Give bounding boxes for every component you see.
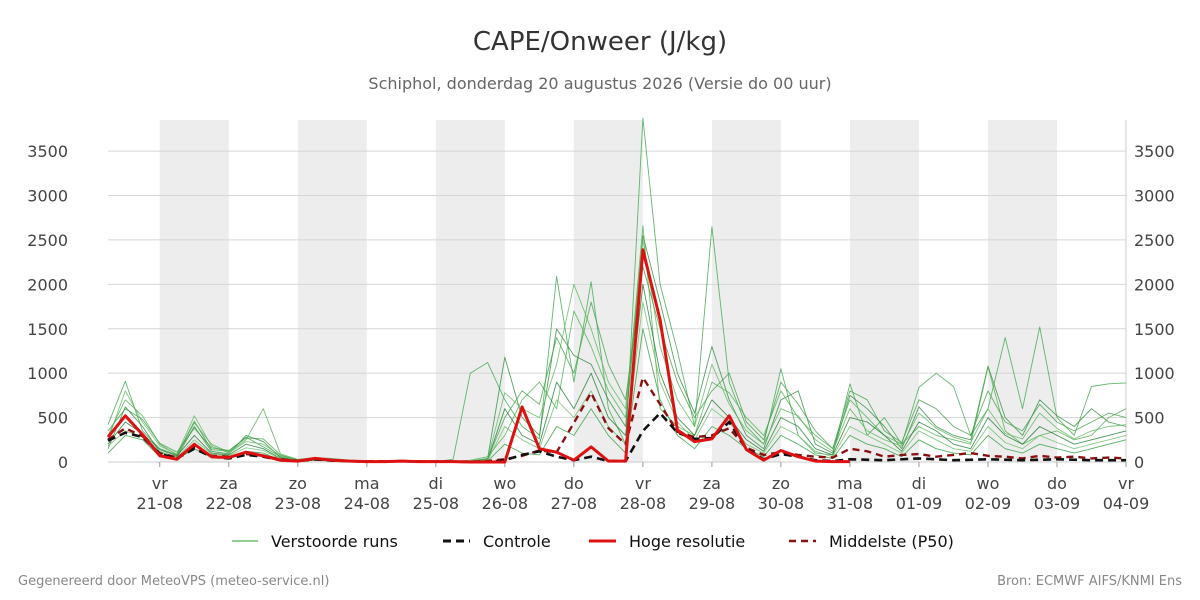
y-tick-label-right: 1000: [1134, 364, 1175, 383]
ensemble-member-line: [107, 235, 1127, 463]
x-tick-date: 26-08: [482, 494, 529, 513]
x-tick-day: vr: [635, 474, 651, 493]
y-tick-label-right: 3000: [1134, 187, 1175, 206]
high-resolution-line: [106, 248, 850, 464]
shaded-day-band: [711, 120, 781, 462]
x-tick-day: za: [220, 474, 238, 493]
x-tick-day: zo: [772, 474, 790, 493]
x-tick-day: di: [912, 474, 927, 493]
footer-generator: Gegenereerd door MeteoVPS (meteo-service…: [18, 574, 329, 589]
x-tick-date: 04-09: [1103, 494, 1150, 513]
ensemble-member-line: [107, 239, 1127, 463]
legend-item-hoge-resolutie: Hoge resolutie: [589, 532, 745, 551]
x-tick-day: ma: [354, 474, 379, 493]
ensemble-member-line: [107, 283, 1127, 463]
shaded-day-band: [435, 120, 505, 462]
day-shading: [159, 120, 1057, 462]
x-tick-date: 24-08: [344, 494, 391, 513]
legend-label-middelste-p50: Middelste (P50): [829, 532, 954, 551]
x-tick-date: 01-09: [896, 494, 943, 513]
legend-item-controle: Controle: [443, 532, 551, 551]
x-tick-day: di: [429, 474, 444, 493]
ensemble-member-line: [107, 266, 1127, 463]
x-tick-date: 23-08: [275, 494, 322, 513]
x-tick-date: 28-08: [620, 494, 667, 513]
y-tick-label-right: 500: [1134, 409, 1165, 428]
legend: Verstoorde runs Controle Hoge resolutie …: [232, 532, 954, 551]
y-tick-label-left: 2500: [27, 231, 68, 250]
y-tick-label-right: 2500: [1134, 231, 1175, 250]
y-tick-label-left: 2000: [27, 275, 68, 294]
chart-subtitle: Schiphol, donderdag 20 augustus 2026 (Ve…: [368, 74, 831, 93]
x-tick-date: 21-08: [137, 494, 184, 513]
y-tick-label-right: 1500: [1134, 320, 1175, 339]
shaded-day-band: [297, 120, 367, 462]
footer-source: Bron: ECMWF AIFS/KNMI Ens: [997, 574, 1182, 589]
y-tick-label-left: 500: [37, 409, 68, 428]
legend-label-controle: Controle: [483, 532, 551, 551]
legend-item-verstoorde-runs: Verstoorde runs: [232, 532, 398, 551]
y-tick-label-left: 1500: [27, 320, 68, 339]
chart-title: CAPE/Onweer (J/kg): [473, 27, 727, 57]
x-tick-day: wo: [493, 474, 516, 493]
y-tick-label-left: 1000: [27, 364, 68, 383]
ensemble-member-line: [107, 225, 1127, 463]
x-tick-day: za: [703, 474, 721, 493]
shaded-day-band: [573, 120, 643, 462]
y-tick-label-left: 0: [58, 453, 68, 472]
y-axis-right: 0 500 1000 1500 2000 2500 3000 3500: [1134, 142, 1175, 472]
y-tick-label-right: 3500: [1134, 142, 1175, 161]
shaded-day-band: [849, 120, 919, 462]
y-tick-label-left: 3000: [27, 187, 68, 206]
x-tick-day: zo: [289, 474, 307, 493]
plot-lines: [106, 117, 1127, 464]
x-tick-date: 22-08: [206, 494, 253, 513]
x-tick-day: ma: [837, 474, 862, 493]
x-tick-date: 31-08: [827, 494, 874, 513]
x-tick-date: 02-09: [965, 494, 1012, 513]
shaded-day-band: [159, 120, 229, 462]
y-axis-left: 0 500 1000 1500 2000 2500 3000 3500: [27, 142, 68, 472]
x-tick-date: 27-08: [551, 494, 598, 513]
legend-item-middelste-p50: Middelste (P50): [789, 532, 954, 551]
legend-label-hoge-resolutie: Hoge resolutie: [629, 532, 745, 551]
x-tick-day: vr: [152, 474, 168, 493]
shaded-day-band: [987, 120, 1057, 462]
y-tick-label-right: 2000: [1134, 275, 1175, 294]
x-tick-date: 29-08: [689, 494, 736, 513]
x-tick-day: do: [564, 474, 584, 493]
y-tick-label-right: 0: [1134, 453, 1144, 472]
x-axis: vr21-08za22-08zo23-08ma24-08di25-08wo26-…: [137, 462, 1150, 513]
p50-line: [107, 374, 1127, 463]
x-tick-day: wo: [977, 474, 1000, 493]
x-tick-day: do: [1047, 474, 1067, 493]
y-tick-label-left: 3500: [27, 142, 68, 161]
x-tick-date: 03-09: [1034, 494, 1081, 513]
x-tick-date: 25-08: [413, 494, 460, 513]
x-tick-date: 30-08: [758, 494, 805, 513]
legend-label-verstoorde-runs: Verstoorde runs: [271, 532, 398, 551]
x-tick-day: vr: [1118, 474, 1134, 493]
